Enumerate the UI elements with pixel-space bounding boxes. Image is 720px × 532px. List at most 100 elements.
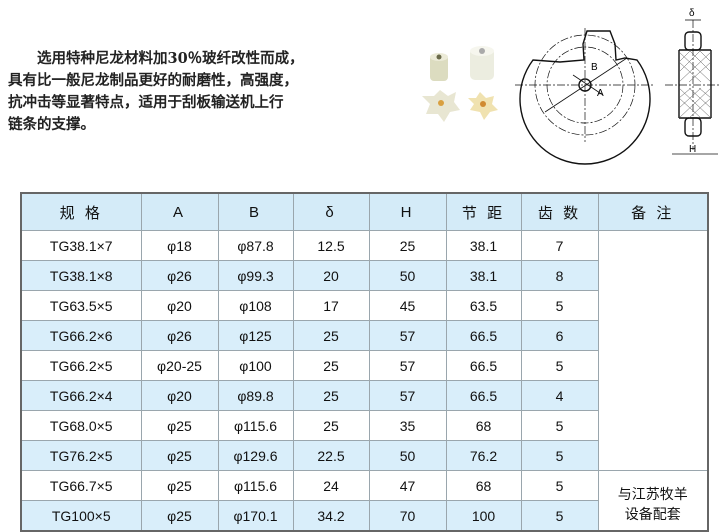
sprocket-technical-drawing: B A δ H <box>515 8 720 165</box>
label-h: H <box>689 144 696 155</box>
header-h: H <box>368 192 447 231</box>
table-row: TG38.1×7 φ18 φ87.8 12.5 25 38.1 7 <box>20 230 709 471</box>
table-cell: 7 <box>520 230 599 261</box>
label-a: A <box>597 88 604 99</box>
table-cell: φ20-25 <box>140 350 219 381</box>
remark-line: 设备配套 <box>624 506 681 522</box>
table-cell: 5 <box>520 290 599 321</box>
table-cell: 25 <box>292 350 370 381</box>
header-delta: δ <box>292 192 370 231</box>
table-cell: 25 <box>292 380 370 411</box>
table-cell: 68 <box>445 470 522 501</box>
table-cell: φ115.6 <box>217 470 294 501</box>
table-cell: 66.5 <box>445 380 522 411</box>
description-line: 抗冲击等显著特点，适用于刮板输送机上行 <box>8 94 284 111</box>
table-cell: 66.5 <box>445 350 522 381</box>
table-cell: 45 <box>368 290 447 321</box>
header-pitch: 节 距 <box>445 192 522 231</box>
table-row: TG66.2×6 φ26 φ125 25 57 66.5 6 <box>20 320 708 351</box>
table-cell: φ125 <box>217 320 294 351</box>
table-cell: 35 <box>368 410 447 441</box>
label-b: B <box>591 62 598 73</box>
table-cell: φ108 <box>217 290 294 321</box>
table-cell: φ89.8 <box>217 380 294 411</box>
table-cell: 50 <box>368 260 447 291</box>
table-cell: 25 <box>292 410 370 441</box>
description-line: 选用特种尼龙材料加30％玻纤改性而成， <box>8 50 304 67</box>
table-row: TG100×5 φ25 φ170.1 34.2 70 100 5 <box>20 500 708 532</box>
table-cell: TG76.2×5 <box>20 440 142 471</box>
table-cell: 12.5 <box>292 230 370 261</box>
table-cell: 5 <box>520 440 599 471</box>
table-row: TG63.5×5 φ20 φ108 17 45 63.5 5 <box>20 290 708 321</box>
table-cell: TG63.5×5 <box>20 290 142 321</box>
table-cell: 20 <box>292 260 370 291</box>
table-cell: φ20 <box>140 290 219 321</box>
table-cell: 57 <box>368 320 447 351</box>
table-cell: 5 <box>520 470 599 501</box>
table-cell: φ25 <box>140 440 219 471</box>
table-cell: 34.2 <box>292 500 370 532</box>
table-cell: 50 <box>368 440 447 471</box>
table-cell: φ100 <box>217 350 294 381</box>
table-row: TG68.0×5 φ25 φ115.6 25 35 68 5 <box>20 410 708 441</box>
table-cell: 5 <box>520 410 599 441</box>
product-photos <box>422 46 498 122</box>
label-delta: δ <box>689 8 695 19</box>
sprocket-photo-small <box>468 92 498 120</box>
table-cell: 100 <box>445 500 522 532</box>
remark-line: 与江苏牧羊 <box>617 486 688 502</box>
header-spec: 规 格 <box>20 192 142 231</box>
table-cell: φ18 <box>140 230 219 261</box>
table-cell: φ25 <box>140 470 219 501</box>
table-cell: φ25 <box>140 410 219 441</box>
sprocket-outline <box>519 30 651 165</box>
table-cell: φ26 <box>140 320 219 351</box>
table-cell: 6 <box>520 320 599 351</box>
table-cell: 57 <box>368 380 447 411</box>
table-cell: 68 <box>445 410 522 441</box>
table-cell: TG100×5 <box>20 500 142 532</box>
table-cell: φ170.1 <box>217 500 294 532</box>
table-cell: φ26 <box>140 260 219 291</box>
table-cell: TG66.7×5 <box>20 470 142 501</box>
table-row: TG66.7×5 φ25 φ115.6 24 47 68 5 与江苏牧羊 设备配套 <box>20 470 709 532</box>
table-cell: 47 <box>368 470 447 501</box>
table-cell: TG38.1×7 <box>20 230 142 261</box>
table-cell: TG66.2×5 <box>20 350 142 381</box>
description-line: 具有比一般尼龙制品更好的耐磨性，高强度， <box>8 72 298 89</box>
remark-cell-empty <box>597 230 709 471</box>
table-cell: 5 <box>520 500 599 532</box>
header-b: B <box>217 192 294 231</box>
table-cell: 57 <box>368 350 447 381</box>
table-cell: TG66.2×4 <box>20 380 142 411</box>
table-cell: 22.5 <box>292 440 370 471</box>
table-cell: φ129.6 <box>217 440 294 471</box>
table-cell: 25 <box>368 230 447 261</box>
table-cell: 38.1 <box>445 260 522 291</box>
table-cell: TG68.0×5 <box>20 410 142 441</box>
table-cell: 63.5 <box>445 290 522 321</box>
header-a: A <box>140 192 219 231</box>
table-cell: φ99.3 <box>217 260 294 291</box>
remark-cell: 与江苏牧羊 设备配套 <box>597 470 709 532</box>
table-cell: 5 <box>520 350 599 381</box>
description-line: 链条的支撑。 <box>8 116 95 133</box>
table-cell: 38.1 <box>445 230 522 261</box>
table-cell: 76.2 <box>445 440 522 471</box>
sleeve-photo-large <box>470 46 494 80</box>
table-cell: 24 <box>292 470 370 501</box>
header-remark: 备 注 <box>597 192 709 231</box>
sleeve-photo-small <box>430 53 448 81</box>
table-cell: TG38.1×8 <box>20 260 142 291</box>
table-cell: 66.5 <box>445 320 522 351</box>
table-cell: 17 <box>292 290 370 321</box>
table-cell: 25 <box>292 320 370 351</box>
table-cell: TG66.2×6 <box>20 320 142 351</box>
table-row: TG66.2×4 φ20 φ89.8 25 57 66.5 4 <box>20 380 708 411</box>
sprocket-photo-large <box>422 90 460 122</box>
table-cell: φ20 <box>140 380 219 411</box>
description-text: 选用特种尼龙材料加30％玻纤改性而成， 具有比一般尼龙制品更好的耐磨性，高强度，… <box>8 48 368 136</box>
